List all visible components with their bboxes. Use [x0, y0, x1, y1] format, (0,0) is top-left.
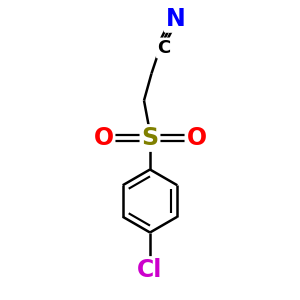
Text: C: C: [158, 39, 171, 57]
Text: S: S: [141, 126, 159, 150]
Text: O: O: [186, 126, 207, 150]
Text: N: N: [166, 7, 185, 31]
Text: O: O: [93, 126, 114, 150]
Text: Cl: Cl: [137, 258, 163, 282]
